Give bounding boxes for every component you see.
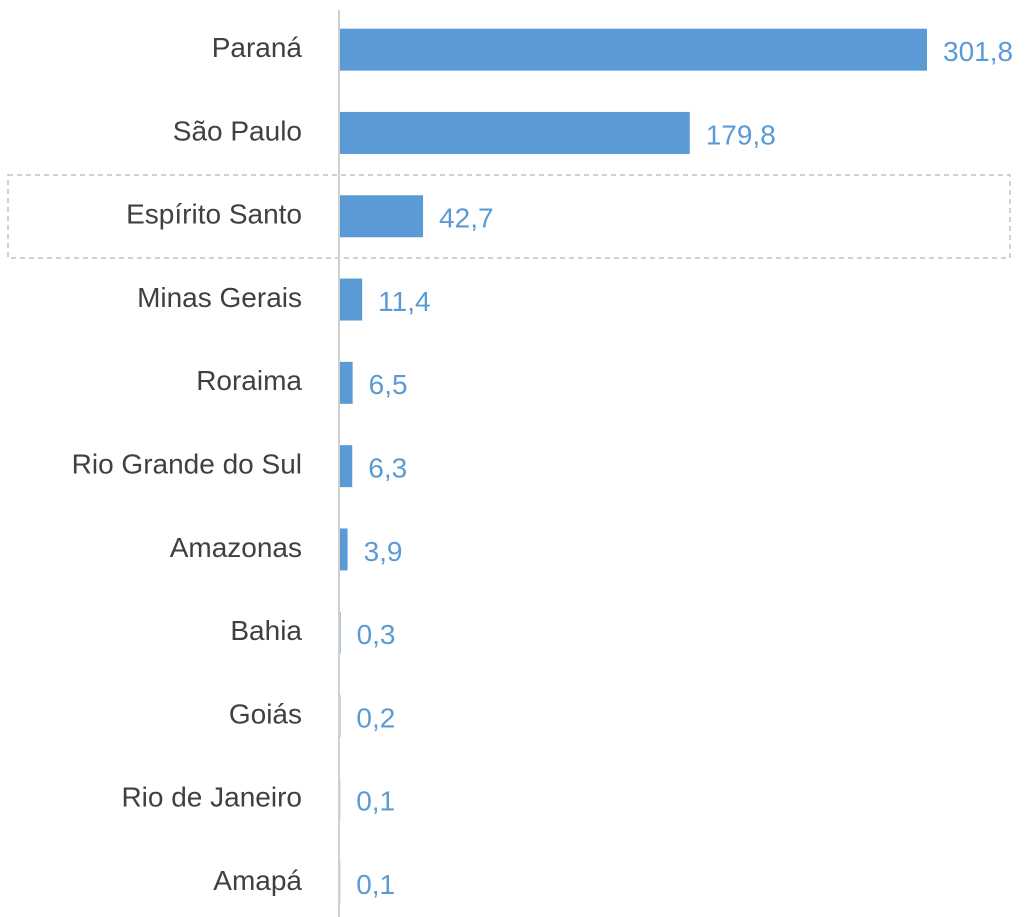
category-label: Amazonas	[170, 532, 302, 563]
value-label: 42,7	[439, 203, 494, 234]
category-label: Espírito Santo	[126, 199, 302, 230]
value-label: 6,3	[368, 453, 407, 484]
bar	[340, 445, 353, 488]
category-label: Rio Grande do Sul	[72, 449, 302, 480]
category-label: Roraima	[196, 365, 302, 396]
bar	[340, 111, 690, 154]
category-label: Amapá	[213, 865, 302, 896]
category-label: Rio de Janeiro	[121, 782, 302, 813]
bar	[340, 361, 353, 404]
bar	[340, 28, 927, 71]
bar	[340, 278, 363, 321]
value-label: 3,9	[364, 536, 403, 567]
bar	[340, 611, 341, 654]
category-label: Paraná	[212, 32, 303, 63]
value-label: 301,8	[943, 36, 1013, 67]
bar	[340, 195, 424, 238]
value-label: 0,2	[356, 702, 395, 733]
value-label: 0,3	[357, 619, 396, 650]
bar	[340, 528, 348, 571]
value-label: 11,4	[378, 286, 430, 317]
value-label: 6,5	[369, 369, 408, 400]
category-label: Bahia	[230, 615, 302, 646]
selection-box	[7, 174, 1011, 259]
category-label: Minas Gerais	[137, 282, 302, 313]
value-label: 0,1	[356, 869, 395, 900]
value-label: 179,8	[706, 119, 776, 150]
category-label: São Paulo	[173, 115, 302, 146]
category-label: Goiás	[229, 698, 302, 729]
value-label: 0,1	[356, 786, 395, 817]
